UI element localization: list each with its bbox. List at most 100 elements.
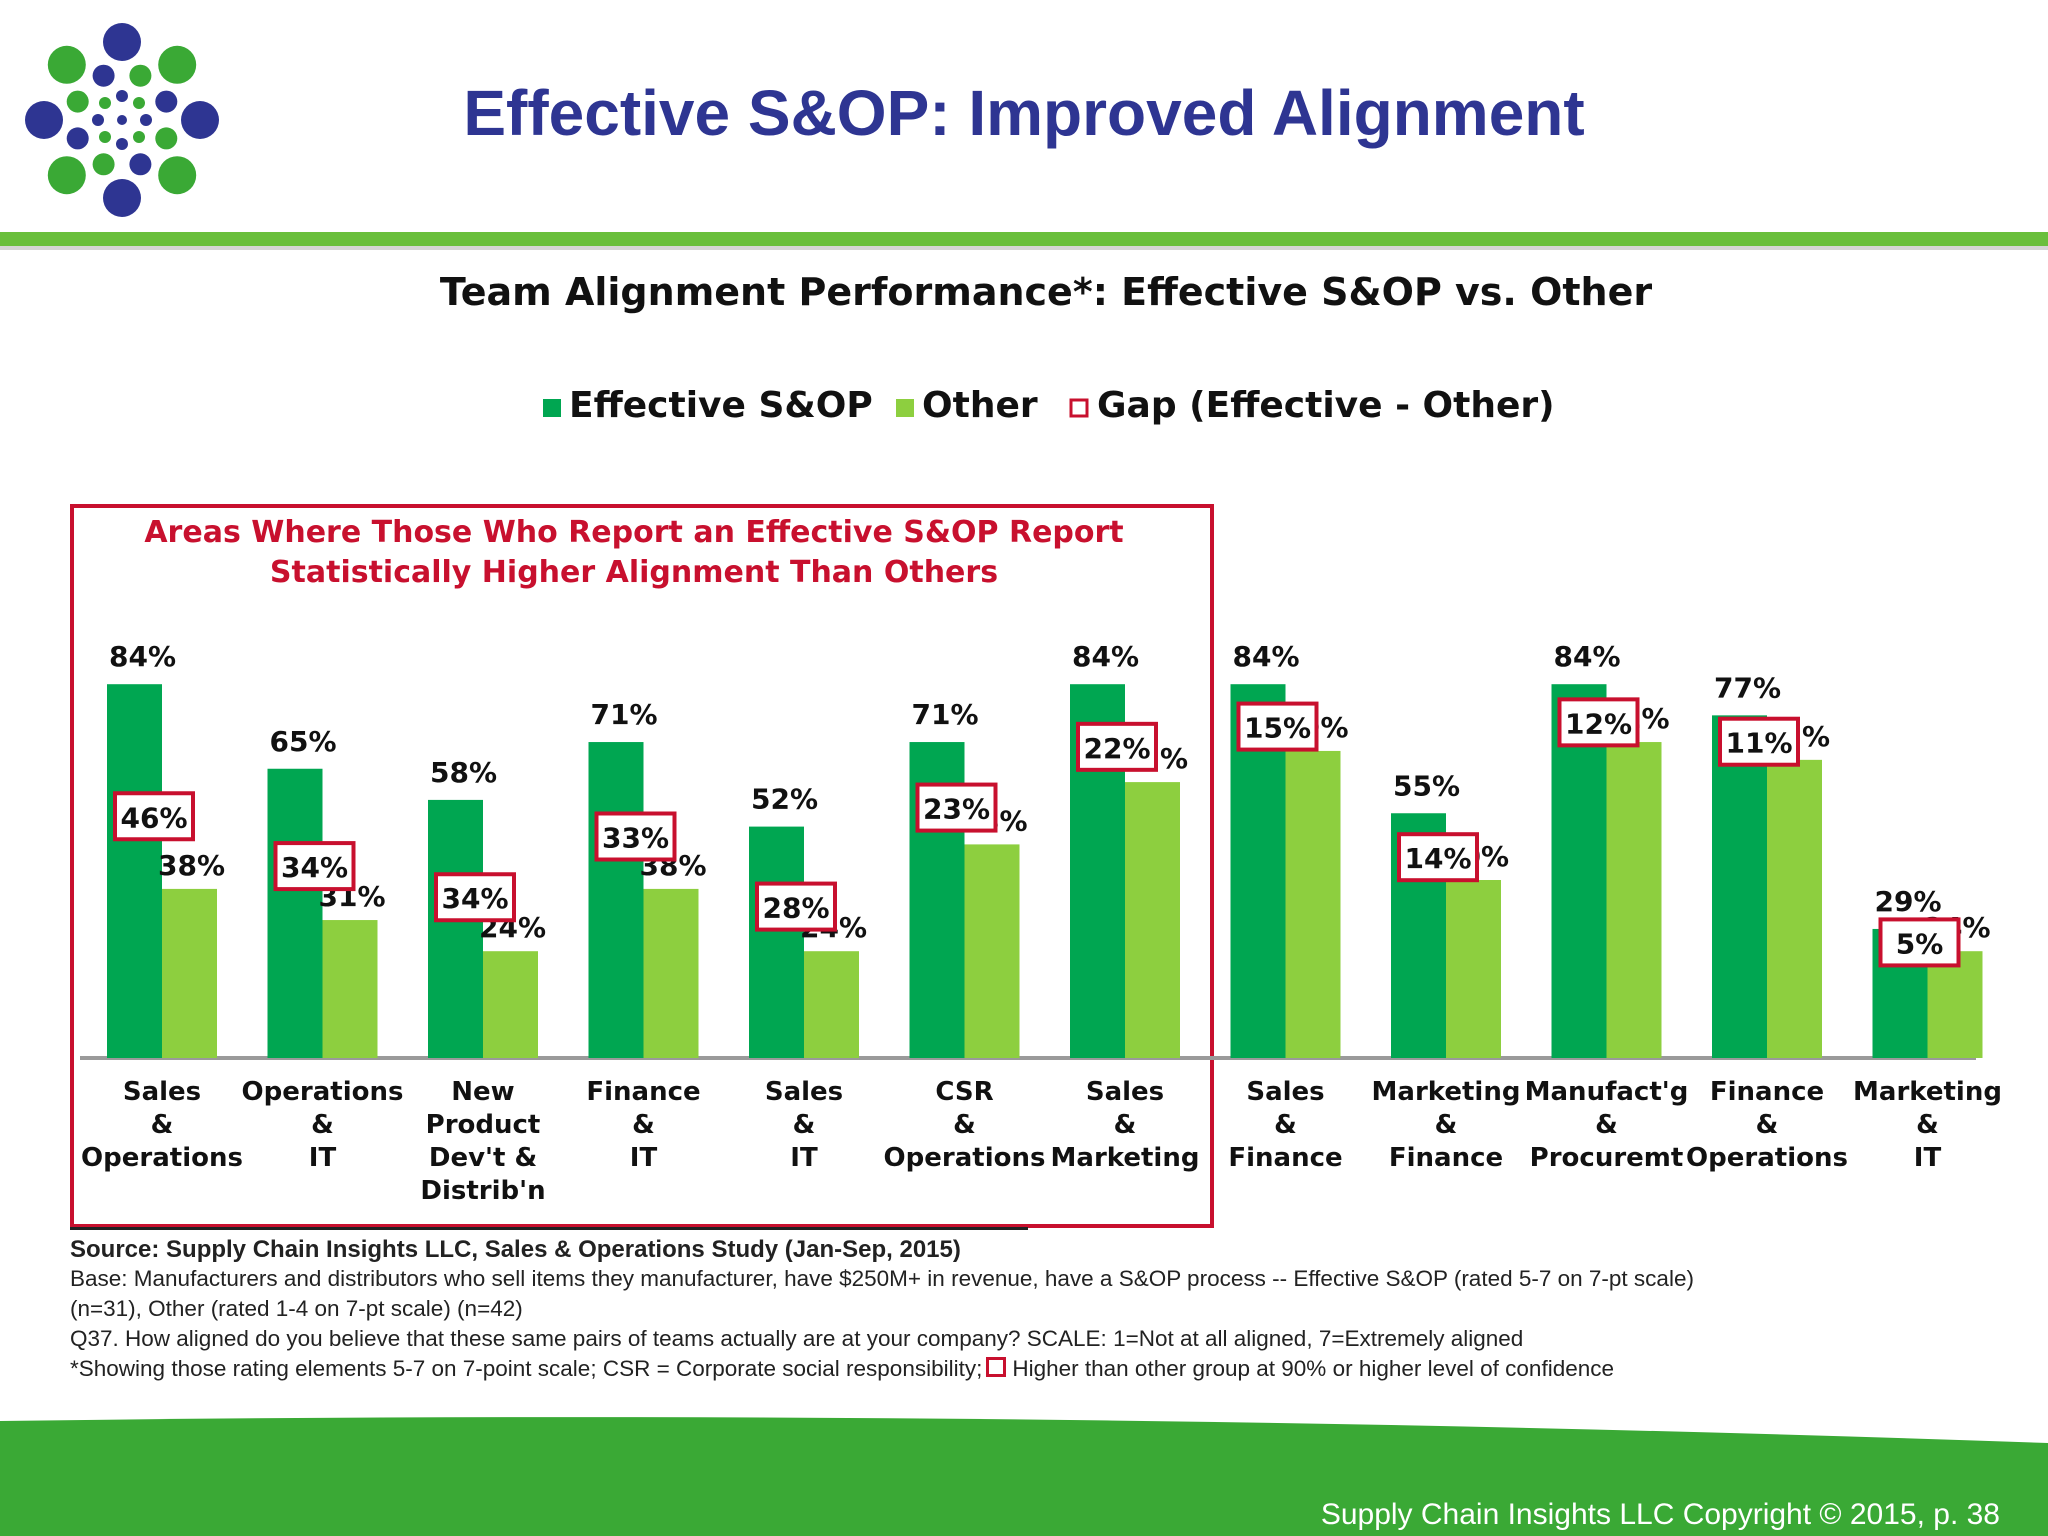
gap-value-label: 46% <box>120 801 187 834</box>
category-label: Finance <box>1710 1077 1824 1107</box>
gap-label-box <box>915 782 998 833</box>
legend-swatch-other <box>896 399 914 417</box>
logo-dot <box>99 97 111 109</box>
title-divider <box>0 232 2048 246</box>
gap-label-box <box>1076 721 1158 772</box>
category-label: Procuremt <box>1530 1143 1684 1173</box>
logo-dot <box>103 179 141 217</box>
legend-label-gap: Gap (Effective - Other) <box>1097 385 1555 426</box>
value-label-effective: 52% <box>751 783 818 816</box>
bar-other <box>964 844 1020 1058</box>
gap-label-box <box>1557 697 1640 748</box>
value-label-effective: 84% <box>1233 640 1300 673</box>
bar-other <box>162 888 217 1058</box>
plot-area: 84%38%46%Sales&Operations65%31%34%Operat… <box>80 640 2002 1206</box>
value-label-effective: 55% <box>1393 769 1460 802</box>
gap-label-box <box>434 872 516 923</box>
value-label-effective: 71% <box>912 698 979 731</box>
category-label: Finance <box>1228 1143 1342 1173</box>
logo-dot <box>181 101 219 139</box>
logo-dot <box>99 131 111 143</box>
category-label: & <box>151 1110 174 1140</box>
title-divider-shadow <box>0 246 2048 250</box>
highlight-region-frame <box>70 504 1214 1228</box>
gap-label-box <box>755 881 837 932</box>
gap-value-label: 5% <box>1896 927 1944 960</box>
gap-label-box <box>1878 917 1961 968</box>
category-label: & <box>1595 1110 1618 1140</box>
legend-label-other: Other <box>922 385 1038 426</box>
category-label: Operations <box>884 1143 1046 1173</box>
category-label: Sales <box>1246 1077 1324 1107</box>
logo-dot <box>47 45 86 84</box>
gap-label-box <box>594 811 677 862</box>
gap-value-label: 11% <box>1725 727 1792 760</box>
category-label: Sales <box>765 1077 843 1107</box>
gap-value-label: 34% <box>281 851 348 884</box>
value-label-effective: 71% <box>591 698 658 731</box>
gap-value-label: 28% <box>762 892 829 925</box>
category-label: Sales <box>123 1077 201 1107</box>
category-label: & <box>632 1110 655 1140</box>
alignment-bar-chart: Team Alignment Performance*: Effective S… <box>70 270 2002 1228</box>
source-divider <box>70 1227 1028 1230</box>
bar-effective <box>107 684 162 1058</box>
gap-value-label: 23% <box>923 793 990 826</box>
base-note-line-1: Base: Manufacturers and distributors who… <box>70 1266 1694 1291</box>
category-label: & <box>793 1110 816 1140</box>
logo-dot <box>155 90 178 113</box>
category-label: & <box>1435 1110 1458 1140</box>
logo-dot <box>155 127 178 150</box>
value-label-effective: 77% <box>1714 671 1781 704</box>
bar-effective <box>267 768 323 1058</box>
category-label: Dev't & <box>429 1143 537 1173</box>
logo-dot <box>133 97 145 109</box>
category-label: Operations <box>1686 1143 1848 1173</box>
value-label-effective: 84% <box>1554 640 1621 673</box>
legend-label-effective: Effective S&OP <box>569 385 873 426</box>
category-label: Marketing <box>1853 1077 2002 1107</box>
logo-dot <box>133 131 145 143</box>
copyright-text: Supply Chain Insights LLC Copyright © 20… <box>1320 1498 2000 1531</box>
category-label: Distrib'n <box>420 1176 545 1206</box>
gap-label-box <box>273 841 356 892</box>
logo-dot <box>92 64 115 87</box>
value-label-effective: 84% <box>1072 640 1139 673</box>
bar-other <box>804 951 859 1058</box>
footnote-text: *Showing those rating elements 5-7 on 7-… <box>70 1356 983 1381</box>
gap-label-box <box>1236 701 1319 752</box>
gap-value-label: 14% <box>1404 842 1471 875</box>
bar-other <box>1285 750 1341 1058</box>
logo-dot <box>116 90 128 102</box>
logo-dot <box>66 127 89 150</box>
footnote: *Showing those rating elements 5-7 on 7-… <box>70 1356 2030 1382</box>
legend-swatch-effective <box>543 399 561 417</box>
bar-other <box>1125 782 1180 1058</box>
bar-effective <box>588 742 644 1058</box>
logo-dot <box>92 153 115 176</box>
category-label: & <box>1274 1110 1297 1140</box>
category-label: IT <box>309 1143 337 1173</box>
gap-value-label: 33% <box>602 822 669 855</box>
category-label: IT <box>790 1143 818 1173</box>
highlight-note-line-2: Statistically Higher Alignment Than Othe… <box>270 555 998 590</box>
chart-title: Team Alignment Performance*: Effective S… <box>440 270 1653 314</box>
logo-dot <box>129 64 152 87</box>
logo-dot <box>92 114 104 126</box>
gap-value-label: 22% <box>1083 732 1150 765</box>
dot-burst-logo-icon <box>25 23 219 217</box>
value-label-effective: 65% <box>270 725 337 758</box>
base-note-line-2: (n=31), Other (rated 1-4 on 7-pt scale) … <box>70 1296 523 1321</box>
gap-label-box <box>1397 832 1479 883</box>
logo-dot <box>103 23 141 61</box>
bar-other <box>1606 742 1662 1058</box>
bar-other <box>322 920 378 1058</box>
logo-dot <box>25 101 63 139</box>
logo-dot <box>129 153 152 176</box>
bar-other <box>483 951 538 1058</box>
category-label: Manufact'g <box>1525 1077 1689 1107</box>
logo-dot <box>117 115 127 125</box>
category-label: Marketing <box>1372 1077 1521 1107</box>
value-label-effective: 84% <box>109 640 176 673</box>
